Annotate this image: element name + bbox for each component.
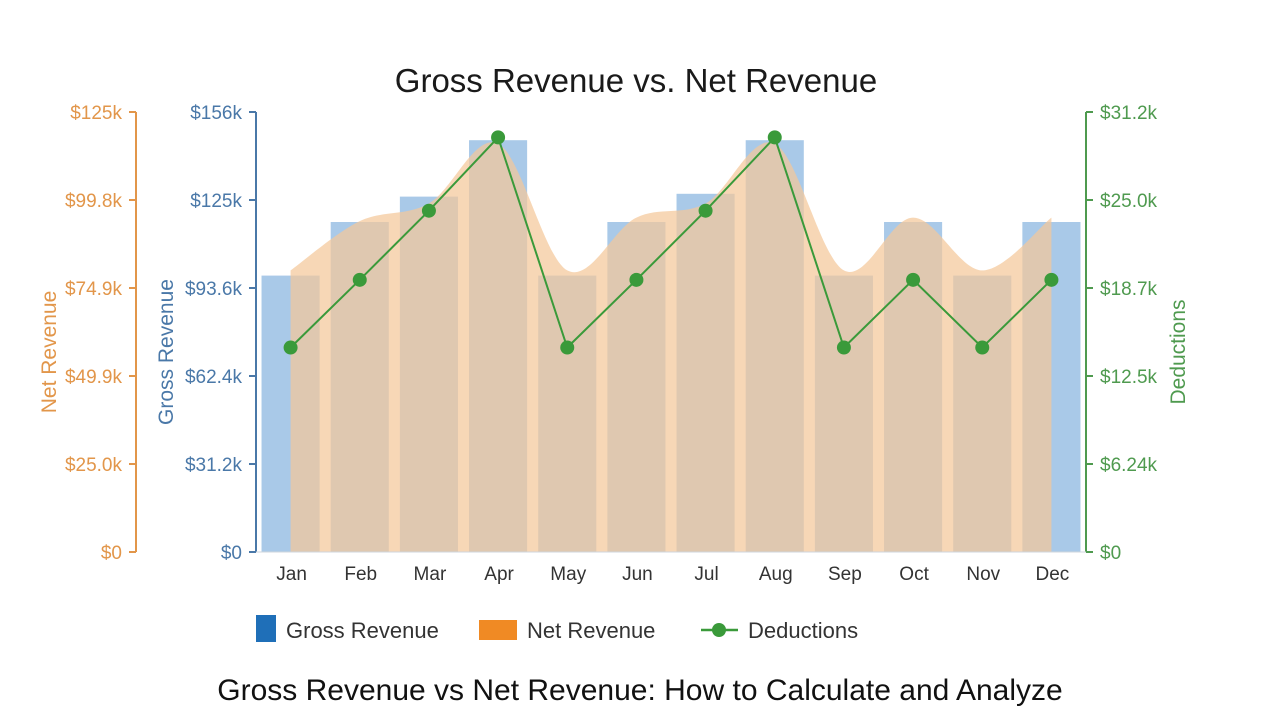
net-revenue-axis-title: Net Revenue [38,291,61,414]
gross-revenue-axis-tick-label: $31.2k [185,455,243,476]
legend-swatch-deductions-dot [712,623,726,637]
chart-title: Gross Revenue vs. Net Revenue [395,62,877,99]
legend-swatch-gross [256,615,276,642]
net-revenue-axis-tick-label: $125k [70,103,122,124]
x-tick-label: Jul [694,564,718,585]
deductions-point [491,130,506,145]
deductions-axis-title: Deductions [1167,299,1190,404]
deductions-point [906,272,921,287]
x-tick-label: Jun [622,564,653,585]
gross-revenue-axis-tick-label: $0 [221,543,242,564]
deductions-point [767,130,782,145]
net-revenue-axis-tick-label: $0 [101,543,122,564]
legend-label-gross: Gross Revenue [286,618,439,643]
net-revenue-axis-tick-label: $74.9k [65,279,123,300]
x-tick-label: Nov [966,564,1000,585]
deductions-point [629,272,644,287]
axes: $0 $25.0k $49.9k $74.9k $99.8k $125k Net Reven… [38,103,1190,564]
deductions-point [421,203,436,218]
deductions-point [283,340,298,355]
x-tick-label: Apr [484,564,514,585]
deductions-point [560,340,575,355]
deductions-axis-tick-label: $31.2k [1100,103,1158,124]
gross-revenue-axis-tick-label: $93.6k [185,279,243,300]
gross-revenue-axis-tick-label: $62.4k [185,367,243,388]
x-tick-label: Feb [344,564,377,585]
legend-swatch-net [479,620,517,640]
deductions-point [836,340,851,355]
chart: Gross Revenue vs. Net Revenue $0 $25.0k $4… [38,62,1190,643]
legend-label-deductions: Deductions [748,618,858,643]
net-revenue-axis-tick-label: $49.9k [65,367,123,388]
x-axis-labels: Jan Feb Mar Apr May Jun Jul Aug Sep Oct Nov Dec [276,564,1069,585]
x-tick-label: May [550,564,586,585]
net-revenue-area [290,142,1052,552]
x-tick-label: Oct [899,564,929,585]
deductions-points [283,130,1059,355]
deductions-axis-tick-label: $0 [1100,543,1121,564]
deductions-axis-tick-label: $12.5k [1100,367,1158,388]
x-tick-label: Mar [414,564,447,585]
deductions-axis-tick-label: $6.24k [1100,455,1158,476]
deductions-axis-tick-label: $18.7k [1100,279,1158,300]
deductions-point [698,203,713,218]
legend-label-net: Net Revenue [527,618,655,643]
page-caption: Gross Revenue vs Net Revenue: How to Cal… [217,674,1063,707]
deductions-line [289,135,1053,350]
deductions-axis-tick-label: $25.0k [1100,191,1158,212]
net-revenue-axis-tick-label: $99.8k [65,191,123,212]
x-tick-label: Dec [1036,564,1070,585]
deductions-point [352,272,367,287]
gross-revenue-axis-title: Gross Revenue [155,279,178,425]
deductions-point [975,340,990,355]
deductions-point [1044,272,1059,287]
x-tick-label: Sep [828,564,862,585]
x-tick-label: Jan [276,564,307,585]
x-tick-label: Aug [759,564,793,585]
net-revenue-axis-tick-label: $25.0k [65,455,123,476]
gross-revenue-axis-tick-label: $125k [190,191,242,212]
legend: Gross Revenue Net Revenue Deductions [256,615,858,643]
gross-revenue-axis-tick-label: $156k [190,103,242,124]
